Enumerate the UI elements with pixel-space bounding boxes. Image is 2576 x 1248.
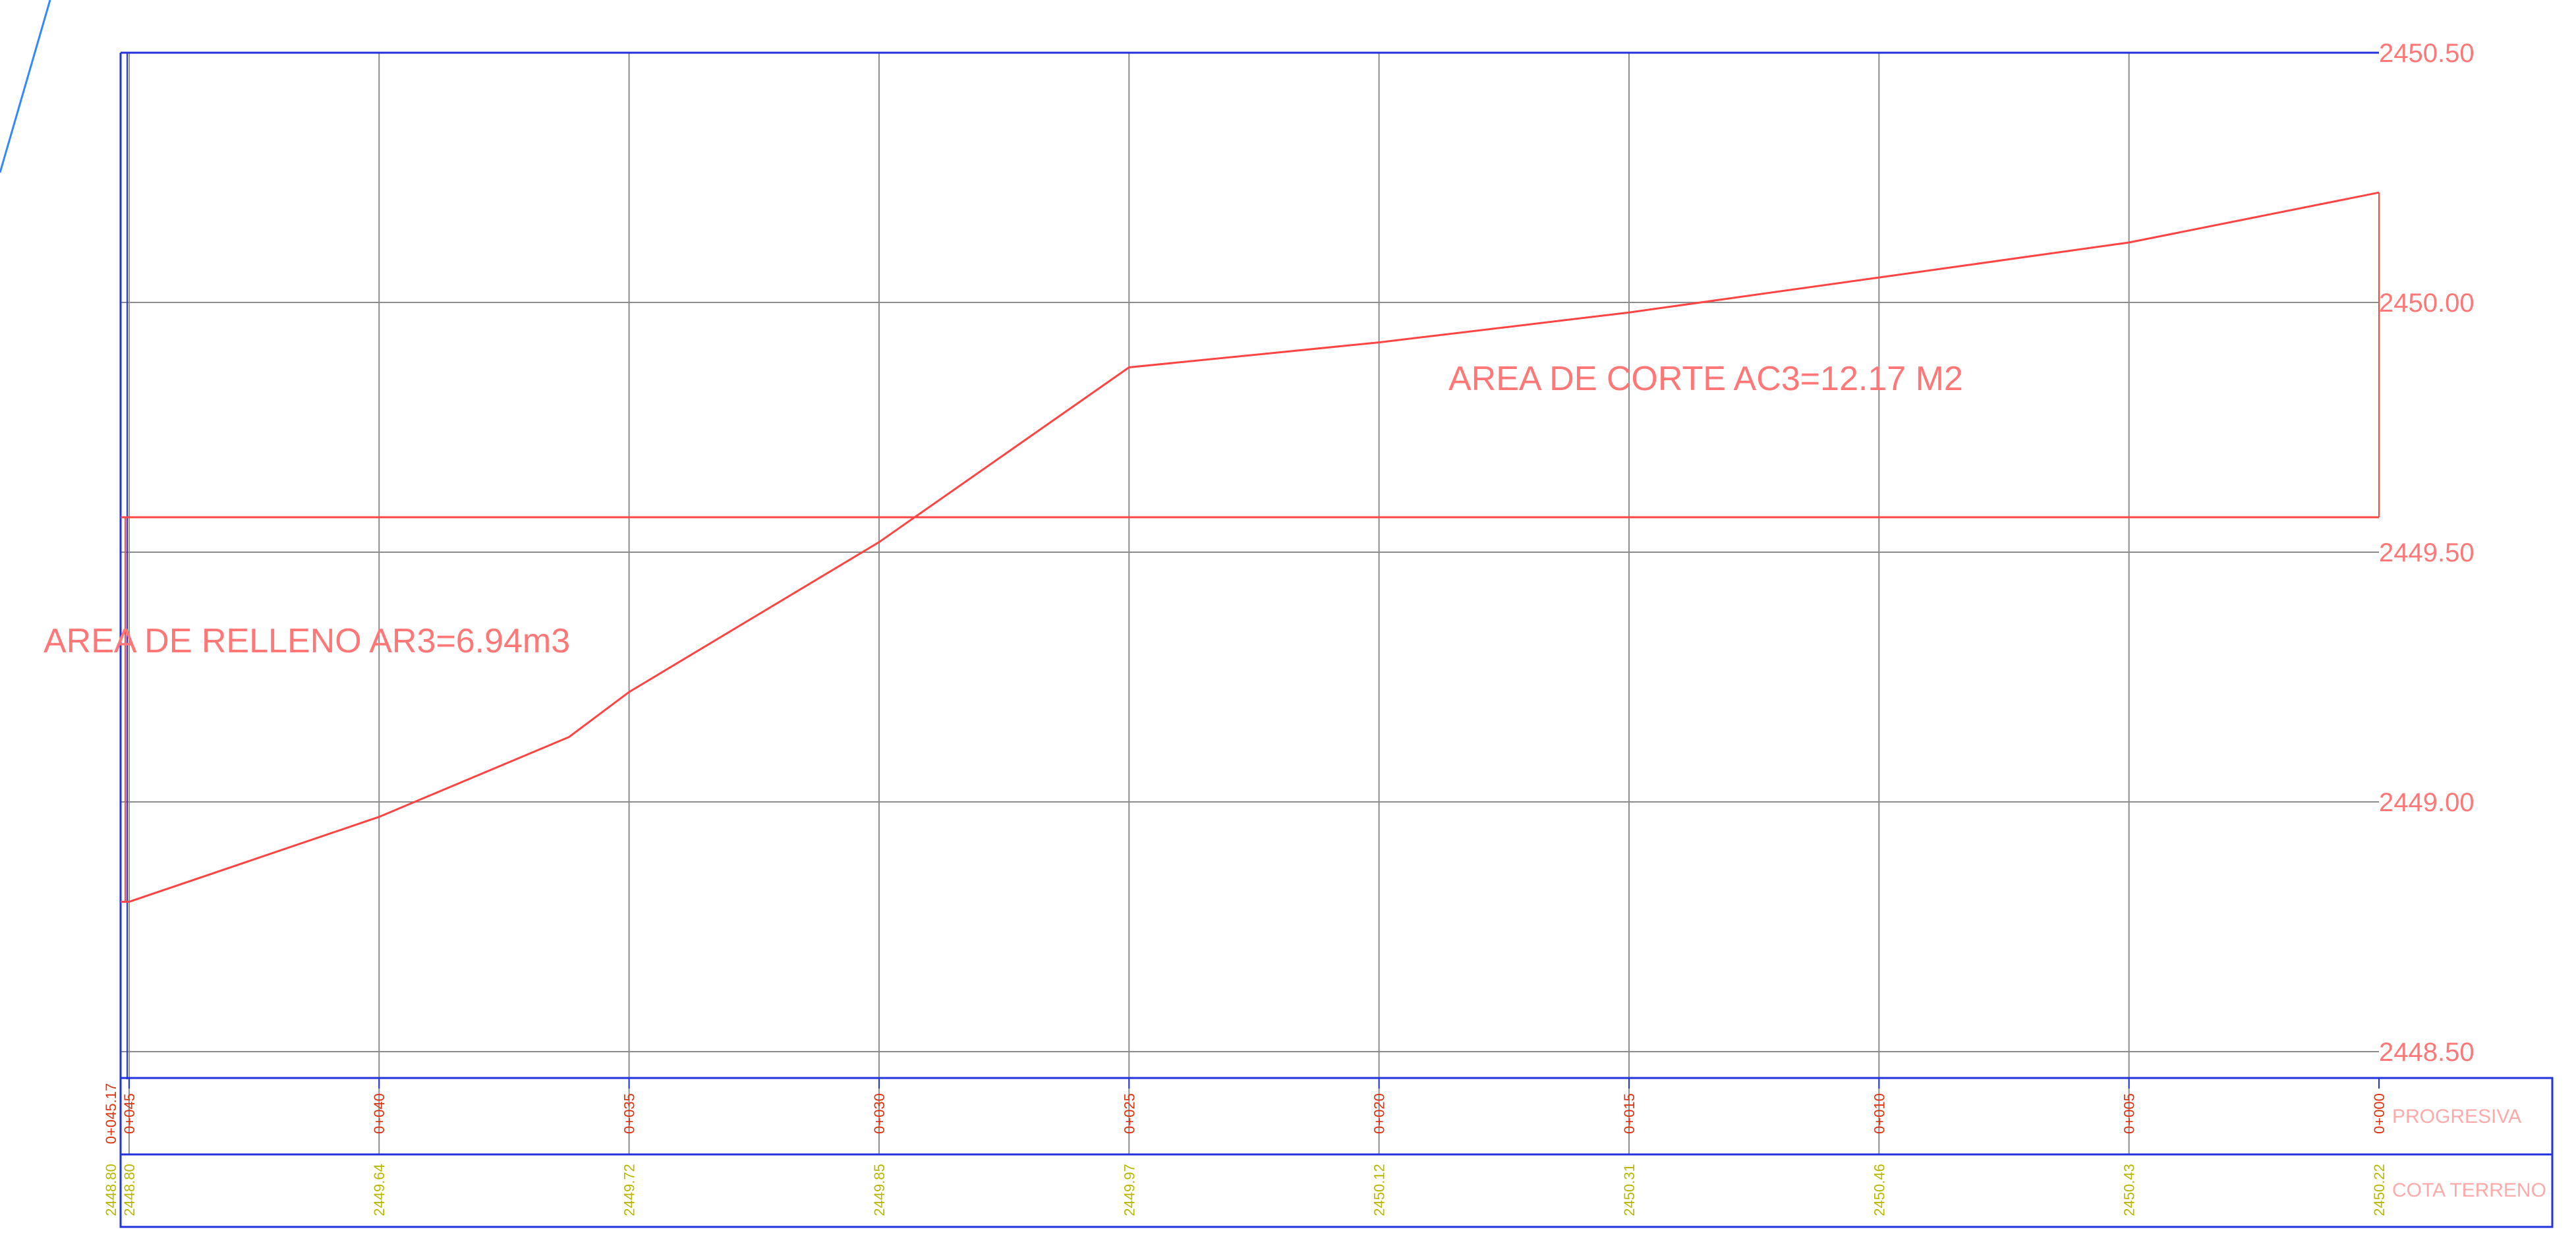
cota-label: 2450.31 [1621, 1164, 1638, 1216]
cota-label: 2448.80 [103, 1164, 119, 1216]
profile-lines [121, 191, 2380, 903]
cota-label: 2449.97 [1121, 1164, 1137, 1216]
plot-frame [0, 0, 2554, 1228]
progresiva-label: 0+045.17 [103, 1083, 119, 1144]
progresiva-label: 0+035 [621, 1093, 638, 1134]
cota-label: 2448.80 [121, 1164, 138, 1216]
stray-line [0, 0, 51, 173]
band-row-progresiva [119, 1077, 2554, 1156]
elevation-tick-label: 2448.50 [2379, 1038, 2475, 1067]
cota-label: 2449.64 [371, 1164, 387, 1216]
grid [121, 52, 2379, 1154]
area-relleno-label: AREA DE RELLENO AR3=6.94m3 [43, 622, 570, 660]
elevation-axis: 2450.50 2450.00 2449.50 2449.00 2448.50 [2379, 39, 2475, 1067]
cota-label: 2450.46 [1871, 1164, 1887, 1216]
band-row-cota [119, 1153, 2554, 1228]
progresiva-label: 0+040 [371, 1093, 387, 1134]
progresiva-label: 0+045 [121, 1093, 138, 1134]
band-label-cota: COTA TERRENO [2392, 1179, 2546, 1201]
area-corte-label: AREA DE CORTE AC3=12.17 M2 [1448, 360, 1963, 398]
cota-label: 2449.72 [621, 1164, 638, 1216]
cota-label: 2450.22 [2371, 1164, 2388, 1216]
cota-label: 2450.43 [2121, 1164, 2138, 1216]
elevation-tick-label: 2450.50 [2379, 39, 2475, 68]
elevation-tick-label: 2449.00 [2379, 788, 2475, 817]
elevation-tick-label: 2449.50 [2379, 538, 2475, 567]
progresiva-label: 0+030 [871, 1093, 888, 1134]
station-band: 0+045.17 2448.80 0+045 2448.80 0+040 2449.64 0… [103, 1078, 2388, 1216]
progresiva-label: 0+000 [2371, 1093, 2388, 1134]
cota-label: 2449.85 [871, 1164, 888, 1216]
progresiva-label: 0+015 [1621, 1093, 1638, 1134]
band-label-progresiva: PROGRESIVA [2392, 1106, 2521, 1127]
elevation-tick-label: 2450.00 [2379, 289, 2475, 318]
progresiva-label: 0+010 [1871, 1093, 1887, 1134]
progresiva-label: 0+025 [1121, 1093, 1137, 1134]
progresiva-label: 0+020 [1371, 1093, 1388, 1134]
terrain-profile-line [121, 191, 2380, 903]
cota-label: 2450.12 [1371, 1164, 1388, 1216]
progresiva-label: 0+005 [2121, 1093, 2138, 1134]
